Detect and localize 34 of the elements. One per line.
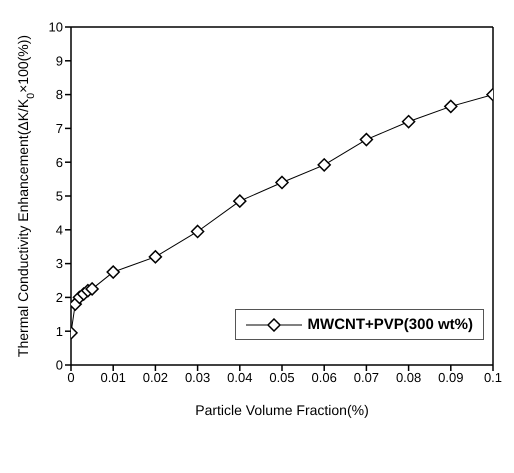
y-tick-label: 0 [56, 358, 63, 373]
y-tick-label: 1 [56, 324, 63, 339]
x-tick-label: 0.07 [354, 370, 380, 386]
point [85, 282, 99, 296]
x-tick-label: 0.02 [142, 370, 168, 386]
y-tick-label: 5 [56, 188, 63, 204]
x-tick-label: 0.08 [396, 370, 422, 386]
x-tick-label: 0.04 [227, 370, 252, 386]
point [317, 158, 331, 172]
y-tick-label: 8 [56, 87, 63, 102]
point [148, 250, 162, 264]
x-tick-label: 0.06 [312, 370, 337, 386]
y-tick-label: 10 [48, 20, 63, 35]
y-tick-label: 3 [56, 256, 63, 272]
point [444, 100, 458, 114]
x-tick-label: 0 [67, 370, 75, 386]
point [360, 132, 374, 146]
point [190, 224, 204, 238]
x-tick-label: 0.03 [184, 370, 210, 386]
legend-label: MWCNT+PVP(300 wt%) [308, 316, 473, 333]
point [275, 176, 289, 190]
y-tick-label: 7 [56, 121, 63, 136]
x-tick-label: 0.1 [484, 370, 502, 386]
x-tick-label: 0.01 [100, 370, 126, 386]
x-axis-title: Particle Volume Fraction(%) [195, 402, 369, 418]
x-tick-label: 0.09 [438, 370, 464, 386]
point [106, 265, 120, 279]
point [402, 114, 416, 128]
point [233, 194, 247, 208]
y-tick-label: 2 [56, 290, 63, 306]
x-tick-label: 0.05 [269, 370, 295, 386]
y-tick-label: 4 [56, 222, 63, 238]
y-tick-label: 6 [56, 154, 63, 170]
y-tick-label: 9 [56, 53, 63, 68]
